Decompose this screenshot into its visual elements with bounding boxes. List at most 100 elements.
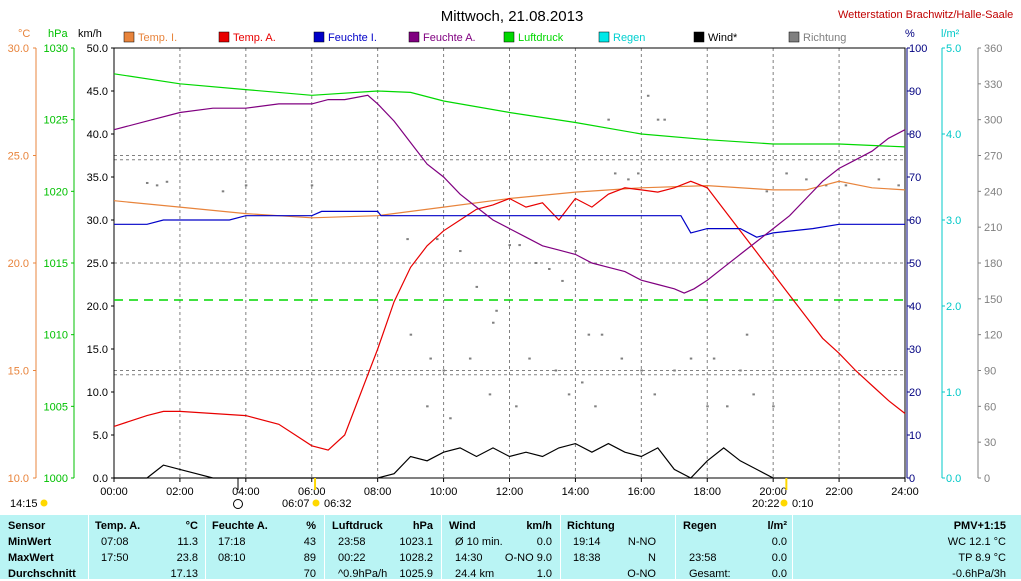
x-tick-label: 00:00 bbox=[100, 486, 128, 498]
rain-tick-label: 4.0 bbox=[946, 129, 961, 141]
pmv-header: PMV+1:15 bbox=[953, 520, 1006, 532]
pressure-tick-label: 1025 bbox=[44, 115, 68, 127]
column-header: Richtung bbox=[567, 520, 615, 532]
richtung-point bbox=[805, 178, 808, 181]
direction-tick-label: 90 bbox=[984, 366, 996, 378]
humidity-axis-unit: % bbox=[905, 28, 915, 40]
richtung-point bbox=[475, 285, 479, 288]
richtung-point bbox=[435, 238, 439, 241]
column-separator bbox=[88, 515, 89, 579]
richtung-point bbox=[518, 244, 521, 247]
legend-entry: Temp. A. bbox=[233, 32, 276, 44]
humidity-tick-label: 70 bbox=[909, 172, 921, 184]
richtung-point bbox=[712, 357, 716, 360]
stat-value: 0.0 bbox=[771, 568, 787, 580]
legend-entry: Feuchte A. bbox=[423, 32, 476, 44]
column-unit: l/m² bbox=[767, 520, 787, 532]
column-separator bbox=[441, 515, 442, 579]
richtung-point bbox=[548, 267, 551, 270]
pmv-value: WC 12.1 °C bbox=[947, 536, 1006, 548]
column-unit: °C bbox=[185, 520, 198, 532]
pressure-tick-label: 1005 bbox=[44, 401, 68, 413]
wind-tick-label: 30.0 bbox=[87, 215, 108, 227]
richtung-point bbox=[221, 190, 225, 193]
column-header: Temp. A. bbox=[95, 520, 141, 532]
stat-time: 14:30 bbox=[455, 552, 483, 564]
richtung-point bbox=[726, 405, 729, 408]
x-tick-label: 18:00 bbox=[693, 486, 721, 498]
stat-value: 1023.1 bbox=[399, 536, 433, 548]
legend-swatch bbox=[408, 31, 420, 43]
weather-chart: Mittwoch, 21.08.2013 Wetterstation Brach… bbox=[7, 8, 1014, 510]
stat-time: 08:10 bbox=[218, 552, 246, 564]
stat-time: 17:50 bbox=[101, 552, 129, 564]
richtung-point bbox=[607, 118, 610, 121]
richtung-point bbox=[877, 178, 881, 181]
richtung-point bbox=[745, 333, 749, 336]
legend-entry: Luftdruck bbox=[518, 32, 564, 44]
stat-value: 1.0 bbox=[536, 568, 552, 580]
stat-time: 17:18 bbox=[218, 536, 246, 548]
stat-value: 11.3 bbox=[177, 536, 198, 548]
stat-time: Gesamt: bbox=[689, 568, 731, 580]
stat-value: 23.8 bbox=[176, 552, 198, 564]
x-tick-label: 20:00 bbox=[759, 486, 787, 498]
statistics-table: Sensor MinWert MaxWert Durchschnitt Temp. A.… bbox=[0, 515, 1021, 580]
richtung-point bbox=[426, 405, 429, 408]
richtung-point bbox=[574, 250, 577, 253]
column-separator bbox=[675, 515, 676, 579]
wind-tick-label: 50.0 bbox=[87, 43, 108, 55]
stat-value: 70 bbox=[303, 568, 316, 580]
wind-tick-label: 5.0 bbox=[93, 430, 108, 442]
richtung-point bbox=[449, 417, 452, 420]
stat-time: 18:38 bbox=[573, 552, 601, 564]
row-label: MinWert bbox=[8, 536, 52, 548]
legend-entry: Richtung bbox=[803, 32, 846, 44]
humidity-tick-label: 20 bbox=[909, 387, 921, 399]
moonrise-time: 14:15 bbox=[10, 498, 38, 510]
direction-tick-label: 180 bbox=[984, 258, 1002, 270]
richtung-point bbox=[785, 172, 788, 175]
stat-value: N bbox=[648, 552, 656, 564]
x-tick-label: 10:00 bbox=[430, 486, 458, 498]
direction-tick-label: 270 bbox=[984, 151, 1002, 163]
stat-value: O-NO bbox=[627, 568, 656, 580]
richtung-point bbox=[554, 369, 558, 372]
pressure-tick-label: 1020 bbox=[44, 186, 68, 198]
humidity-tick-label: 10 bbox=[909, 430, 921, 442]
stat-value: 17.13 bbox=[170, 568, 198, 580]
richtung-point bbox=[429, 357, 432, 360]
column-unit: % bbox=[306, 520, 316, 532]
richtung-point bbox=[656, 118, 660, 121]
richtung-point bbox=[594, 405, 597, 408]
richtung-point bbox=[772, 405, 775, 408]
x-tick-label: 04:00 bbox=[232, 486, 260, 498]
legend-entry: Temp. I. bbox=[138, 32, 177, 44]
series-temp-i bbox=[113, 180, 906, 219]
richtung-point bbox=[409, 333, 413, 336]
richtung-point bbox=[406, 238, 409, 241]
column-unit: hPa bbox=[412, 520, 433, 532]
richtung-point bbox=[459, 250, 462, 253]
richtung-point bbox=[600, 333, 604, 336]
stat-time: 19:14 bbox=[573, 536, 601, 548]
direction-tick-label: 240 bbox=[984, 186, 1002, 198]
rain-tick-label: 2.0 bbox=[946, 301, 961, 313]
row-label: MaxWert bbox=[8, 552, 54, 564]
humidity-tick-label: 80 bbox=[909, 129, 921, 141]
x-tick-label: 02:00 bbox=[166, 486, 194, 498]
richtung-point bbox=[653, 393, 657, 396]
richtung-point bbox=[155, 184, 159, 187]
x-tick-label: 06:00 bbox=[298, 486, 326, 498]
humidity-tick-label: 30 bbox=[909, 344, 921, 356]
pressure-tick-label: 1015 bbox=[44, 258, 68, 270]
column-separator bbox=[792, 515, 793, 579]
rain-tick-label: 3.0 bbox=[946, 215, 961, 227]
stat-value: 0.0 bbox=[771, 552, 787, 564]
richtung-point bbox=[165, 180, 169, 183]
direction-tick-label: 60 bbox=[984, 401, 996, 413]
series-temp-a bbox=[113, 180, 906, 451]
direction-tick-label: 210 bbox=[984, 222, 1002, 234]
stat-value: 1028.2 bbox=[399, 552, 433, 564]
direction-tick-label: 0 bbox=[984, 473, 990, 485]
